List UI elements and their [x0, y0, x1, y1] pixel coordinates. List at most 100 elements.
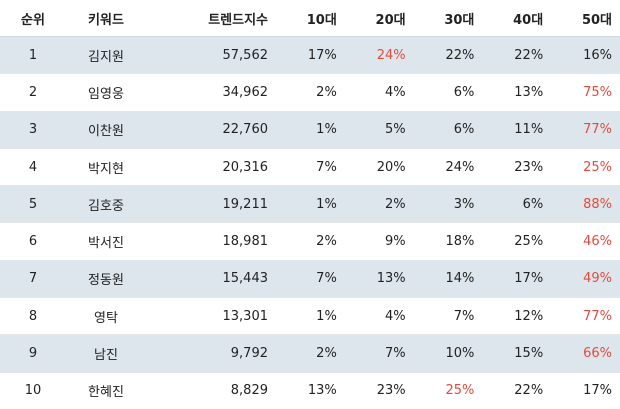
- table-row: 3 이찬원 22,760 1% 5% 6% 11% 77%: [0, 111, 620, 149]
- table-row: 7 정동원 15,443 7% 13% 14% 17% 49%: [0, 260, 620, 299]
- age-40s-cell: 22%: [482, 36, 552, 75]
- keyword-cell: 박지현: [66, 148, 146, 187]
- age-40s-cell: 25%: [482, 222, 552, 261]
- age-20s-cell: 24%: [344, 36, 414, 75]
- header-row: 순위 키워드 트렌드지수 10대 20대 30대 40대 50대: [0, 0, 620, 37]
- header-age-10s: 10대: [276, 0, 345, 37]
- age-20s-cell: 5%: [344, 111, 414, 149]
- rank-cell: 1: [0, 36, 66, 75]
- age-10s-cell: 17%: [276, 36, 345, 75]
- age-30s-cell: 3%: [413, 185, 483, 224]
- age-10s-cell: 2%: [276, 222, 345, 261]
- age-40s-cell: 6%: [482, 185, 552, 224]
- age-10s-cell: 2%: [276, 334, 345, 373]
- keyword-cell: 김호중: [66, 185, 146, 224]
- trend-index-cell: 15,443: [146, 260, 276, 299]
- trend-index-cell: 13,301: [146, 297, 276, 336]
- trend-index-cell: 34,962: [146, 73, 276, 112]
- trend-index-cell: 22,760: [146, 111, 276, 149]
- keyword-cell: 김지원: [66, 36, 146, 75]
- rank-cell: 4: [0, 148, 66, 187]
- age-40s-cell: 13%: [482, 73, 552, 112]
- age-40s-cell: 23%: [482, 148, 552, 187]
- rank-cell: 10: [24, 383, 42, 399]
- table-row: 2 임영웅 34,962 2% 4% 6% 13% 75%: [0, 73, 620, 112]
- age-50s-cell: 49%: [551, 260, 620, 299]
- trend-index-cell: 18,981: [146, 222, 276, 261]
- table-row: 8 영탁 13,301 1% 4% 7% 12% 77%: [0, 297, 620, 336]
- age-50s-cell: 16%: [551, 36, 620, 75]
- table-row: 6 박서진 18,981 2% 9% 18% 25% 46%: [0, 222, 620, 261]
- age-10s-cell: 1%: [276, 297, 345, 336]
- rank-cell: 8: [0, 297, 66, 336]
- age-10s-cell: 13%: [307, 383, 337, 399]
- age-30s-cell: 6%: [413, 73, 483, 112]
- age-50s-cell: 25%: [551, 148, 620, 187]
- table-row: 10 한혜진 8,829 13% 23% 25% 22% 17%: [0, 372, 620, 409]
- age-30s-cell: 22%: [413, 36, 483, 75]
- header-keyword: 키워드: [66, 0, 146, 37]
- table-row: 4 박지현 20,316 7% 20% 24% 23% 25%: [0, 148, 620, 187]
- trend-index-cell: 20,316: [146, 148, 276, 187]
- age-20s-cell: 7%: [344, 334, 414, 373]
- age-50s-cell: 66%: [551, 334, 620, 373]
- age-30s-cell: 7%: [413, 297, 483, 336]
- age-30s-cell: 6%: [413, 111, 483, 149]
- age-20s-cell: 2%: [344, 185, 414, 224]
- age-10s-cell: 1%: [276, 185, 345, 224]
- age-40s-cell: 22%: [514, 383, 544, 399]
- age-40s-cell: 11%: [482, 111, 552, 149]
- age-20s-cell: 4%: [344, 73, 414, 112]
- age-20s-cell: 20%: [344, 148, 414, 187]
- keyword-cell: 임영웅: [66, 73, 146, 112]
- keyword-cell: 박서진: [66, 222, 146, 261]
- age-40s-cell: 17%: [482, 260, 552, 299]
- header-age-30s: 30대: [413, 0, 483, 37]
- age-20s-cell: 4%: [344, 297, 414, 336]
- age-30s-cell: 25%: [445, 383, 475, 399]
- rank-cell: 3: [0, 111, 66, 149]
- age-50s-cell: 75%: [551, 73, 620, 112]
- age-50s-cell: 88%: [551, 185, 620, 224]
- age-10s-cell: 1%: [276, 111, 345, 149]
- age-30s-cell: 24%: [413, 148, 483, 187]
- table-row: 9 남진 9,792 2% 7% 10% 15% 66%: [0, 334, 620, 373]
- age-50s-cell: 77%: [551, 111, 620, 149]
- age-50s-cell: 46%: [551, 222, 620, 261]
- table-row: 1 김지원 57,562 17% 24% 22% 22% 16%: [0, 36, 620, 75]
- age-40s-cell: 15%: [482, 334, 552, 373]
- rank-cell: 5: [0, 185, 66, 224]
- keyword-cell: 정동원: [66, 260, 146, 299]
- age-10s-cell: 7%: [276, 148, 345, 187]
- rank-cell: 9: [0, 334, 66, 373]
- age-30s-cell: 14%: [413, 260, 483, 299]
- age-20s-cell: 13%: [344, 260, 414, 299]
- age-30s-cell: 10%: [413, 334, 483, 373]
- keyword-cell: 남진: [66, 334, 146, 373]
- trend-index-cell: 9,792: [146, 334, 276, 373]
- trend-index-cell: 19,211: [146, 185, 276, 224]
- age-20s-cell: 23%: [376, 383, 406, 399]
- rank-cell: 6: [0, 222, 66, 261]
- keyword-cell: 한혜진: [88, 385, 124, 401]
- header-age-40s: 40대: [482, 0, 552, 37]
- rank-cell: 7: [0, 260, 66, 299]
- age-40s-cell: 12%: [482, 297, 552, 336]
- trend-index-cell: 57,562: [146, 36, 276, 75]
- keyword-cell: 영탁: [66, 297, 146, 336]
- age-10s-cell: 7%: [276, 260, 345, 299]
- trend-index-cell: 8,829: [230, 383, 268, 399]
- keyword-cell: 이찬원: [66, 111, 146, 149]
- age-10s-cell: 2%: [276, 73, 345, 112]
- age-50s-cell: 17%: [583, 383, 612, 399]
- header-rank: 순위: [0, 0, 66, 37]
- header-trend-index: 트렌드지수: [146, 0, 276, 37]
- table-row: 5 김호중 19,211 1% 2% 3% 6% 88%: [0, 185, 620, 224]
- age-20s-cell: 9%: [344, 222, 414, 261]
- rank-cell: 2: [0, 73, 66, 112]
- header-age-50s: 50대: [551, 0, 620, 37]
- header-age-20s: 20대: [344, 0, 414, 37]
- age-50s-cell: 77%: [551, 297, 620, 336]
- age-30s-cell: 18%: [413, 222, 483, 261]
